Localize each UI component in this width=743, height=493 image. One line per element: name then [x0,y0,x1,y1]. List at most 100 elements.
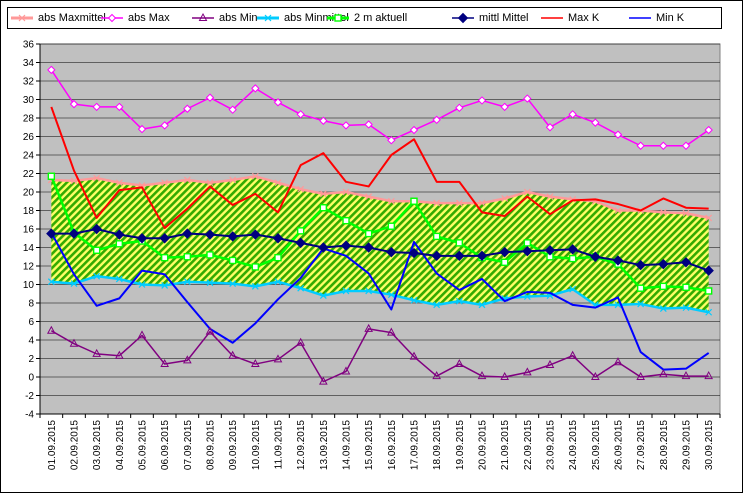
x-tick-label: 07.09.2015 [183,420,194,470]
data-point [69,338,79,347]
legend-label: Max K [568,12,600,24]
data-point [590,251,601,262]
y-tick-label: 36 [23,40,35,51]
data-point [568,350,578,359]
x-tick-label: 08.09.2015 [206,420,217,470]
data-point [365,193,373,201]
data-point [206,279,214,287]
y-tick-label: 2 [28,354,34,365]
data-point [432,371,442,380]
legend-item: 2 m aktuell [326,10,407,26]
x-tick-label: 22.09.2015 [523,420,534,470]
y-tick-label: 8 [28,299,34,310]
data-point [70,280,78,287]
data-point [523,94,532,103]
data-point [47,172,56,180]
data-point [18,14,26,22]
legend-item: mittl Mittel [451,10,529,26]
data-point [364,120,373,129]
series-line [51,175,709,220]
data-point [410,296,418,304]
data-point [365,287,373,295]
x-tick-label: 20.09.2015 [478,420,489,470]
data-point [568,254,577,263]
legend-swatch [452,12,474,24]
data-point [612,255,624,266]
data-point [659,208,667,216]
series-layer [46,65,714,385]
data-point [107,13,117,23]
y-tick-label: 28 [23,114,35,125]
y-tick-label: 14 [23,243,35,254]
data-point [477,371,487,380]
data-point [704,287,713,295]
data-point [47,65,56,75]
data-point [115,275,123,283]
data-point [523,188,531,196]
data-point [46,325,56,334]
data-point [161,179,169,187]
data-point [318,376,328,385]
legend-swatch [11,14,33,22]
data-point [387,197,395,205]
legend-item: Min K [628,10,684,26]
data-point [114,350,124,359]
y-tick-label: 24 [23,151,35,162]
data-point [476,250,488,262]
data-point [251,84,260,93]
x-tick-label: 13.09.2015 [319,420,330,470]
x-tick-label: 18.09.2015 [432,420,443,470]
x-tick-label: 06.09.2015 [160,420,171,470]
series-max-k [50,106,709,230]
legend-swatch [257,14,279,22]
data-point [205,93,215,102]
data-point [703,265,714,276]
data-point [433,199,441,207]
data-point [681,141,691,150]
data-point [296,227,305,235]
data-point [92,246,101,254]
data-point [272,233,284,244]
x-tick-label: 30.09.2015 [704,420,715,470]
x-tick-label: 17.09.2015 [410,420,421,470]
y-tick-label: 30 [23,95,35,106]
data-point [341,121,351,130]
data-point [341,366,351,375]
data-point [69,99,79,109]
data-point [206,179,214,187]
x-tick-label: 24.09.2015 [568,420,579,470]
series-line [50,106,709,230]
x-tick-label: 12.09.2015 [296,420,307,470]
x-tick-label: 16.09.2015 [387,420,398,470]
data-point [319,190,327,198]
data-point [115,179,123,187]
data-point [342,216,350,225]
data-point [409,125,419,135]
data-point [635,259,646,271]
data-point [334,14,342,22]
data-point [613,130,623,139]
data-point [46,228,57,239]
data-point [227,231,238,242]
data-point [544,245,556,256]
data-point [682,304,690,312]
data-point [364,323,374,332]
data-point [319,204,328,212]
data-point [431,250,442,262]
data-point [340,240,352,251]
data-point [569,285,577,293]
data-point [705,308,713,316]
legend-swatch [629,17,651,19]
data-point [454,250,465,262]
data-point [567,244,578,255]
data-point [297,284,305,292]
data-point [614,207,622,214]
legend-swatch [192,12,214,21]
y-tick-label: -2 [25,391,34,402]
series-mittl-mittel [46,223,714,276]
data-point [478,301,486,309]
data-point [387,291,395,299]
legend-label: 2 m aktuell [354,12,408,24]
data-point [636,371,646,380]
